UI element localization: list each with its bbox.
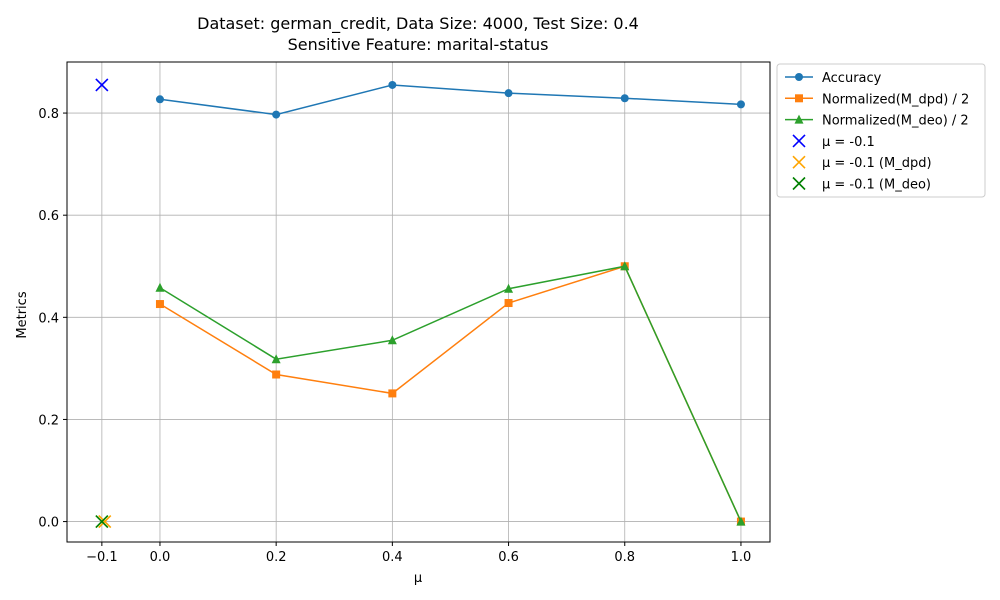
special-point-marker [98,515,112,529]
legend-label: Normalized(M_dpd) / 2 [822,92,969,107]
legend-entry: μ = -0.1 (M_deo) [792,176,931,193]
x-tick-label: 0.4 [382,550,403,565]
series-line [159,265,742,522]
legend-entry: Accuracy [785,71,882,86]
y-tick-label: 0.8 [38,107,59,122]
grid [67,62,770,542]
legend-label: Normalized(M_deo) / 2 [822,114,969,129]
plot-frame [66,61,771,543]
x-tick-label: 0.8 [614,550,635,565]
x-tick-label: 1.0 [731,550,752,565]
legend-marker [792,155,806,169]
legend-label: Accuracy [822,71,882,86]
legend-marker [795,94,803,103]
legend-box [776,63,986,198]
data-point [388,80,397,89]
special-point-marker [95,78,109,92]
y-tick-label: 0.4 [38,311,59,326]
series-line [159,84,741,116]
data-point [155,300,164,309]
series-line [159,265,742,522]
x-tick-label: 0.0 [150,550,171,565]
data-point [155,282,165,292]
legend-entry: μ = -0.1 (M_dpd) [792,155,932,171]
x-tick-label: 0.2 [266,550,287,565]
data-point [387,335,397,345]
legend-marker [792,176,806,191]
special-points [95,78,112,529]
legend-label: μ = -0.1 (M_deo) [822,178,931,193]
series-layer [155,80,746,526]
data-point [620,261,630,271]
legend-entry: Normalized(M_dpd) / 2 [785,92,969,107]
data-point [620,94,629,103]
x-axis-ticks: −0.1 0.0 0.2 0.4 0.6 0.8 1.0 [86,542,751,565]
data-point [271,354,281,364]
y-tick-label: 0.0 [38,516,59,531]
legend-marker [792,134,806,148]
chart-title-line-1: Dataset: german_credit, Data Size: 4000,… [197,14,639,34]
data-point [504,89,513,98]
data-point [388,389,397,398]
legend-marker [794,114,804,124]
series-2 [155,261,746,526]
legend-entry: μ = -0.1 [792,134,875,150]
y-axis-ticks: 0.0 0.2 0.4 0.6 0.8 [38,107,67,531]
data-point [504,299,513,308]
chart-title-line-2: Sensitive Feature: marital-status [288,35,549,54]
legend-label: μ = -0.1 (M_dpd) [822,156,932,171]
x-axis-label: μ [414,571,422,586]
data-point [155,95,164,104]
data-point [272,370,281,379]
data-point [272,110,281,119]
x-tick-label: −0.1 [86,550,118,565]
y-tick-label: 0.6 [38,209,59,224]
x-tick-label: 0.6 [498,550,519,565]
legend: Accuracy Normalized(M_dpd) / 2 Normalized(… [776,63,986,198]
data-point [736,100,745,109]
series-1 [155,262,745,526]
series-0 [155,80,745,119]
y-axis-label: Metrics [15,291,30,338]
legend-entry: Normalized(M_deo) / 2 [785,114,969,129]
chart-title: Dataset: german_credit, Data Size: 4000,… [197,14,639,54]
y-tick-label: 0.2 [38,413,59,428]
data-point [504,283,514,293]
legend-label: μ = -0.1 [822,135,875,150]
legend-marker [795,73,803,81]
data-point [736,516,746,526]
special-point-marker [95,515,109,529]
